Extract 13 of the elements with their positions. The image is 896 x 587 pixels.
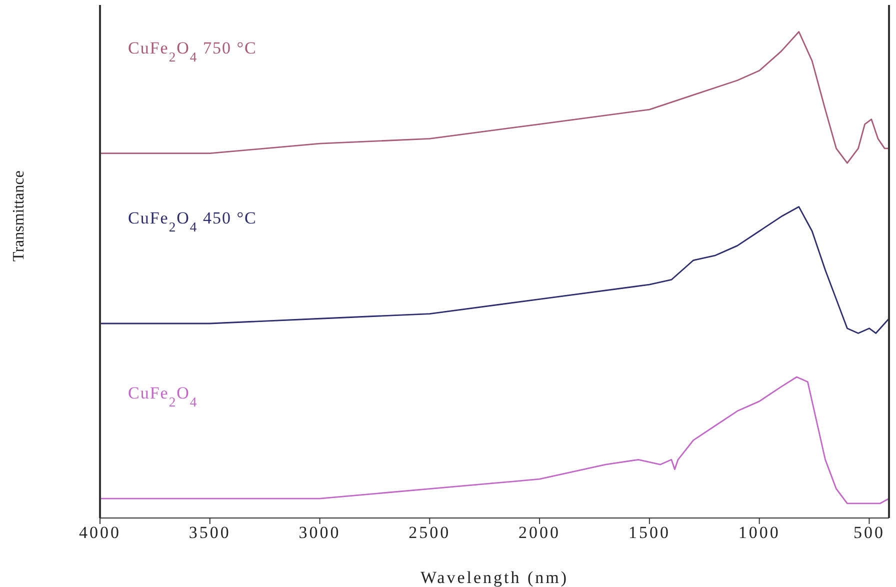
x-axis-title: Wavelength (nm) xyxy=(420,568,569,587)
x-tick-label: 1000 xyxy=(738,523,780,542)
text: CuFe$_{2}$O$_{4}$ 450 °C xyxy=(128,208,257,234)
x-tick-label: 1500 xyxy=(628,523,670,542)
y-axis-title: Transmittance xyxy=(10,170,28,262)
text: CuFe$_{2}$O$_{4}$ xyxy=(128,384,198,410)
x-tick-label: 4000 xyxy=(79,523,121,542)
x-tick-label: 3000 xyxy=(298,523,341,542)
x-tick-label: 500 xyxy=(853,523,885,542)
x-tick-label: 2500 xyxy=(408,523,451,542)
x-tick-label: 3500 xyxy=(188,523,231,542)
text: CuFe$_{2}$O$_{4}$ 750 °C xyxy=(128,38,257,64)
x-tick-label: 2000 xyxy=(518,523,561,542)
